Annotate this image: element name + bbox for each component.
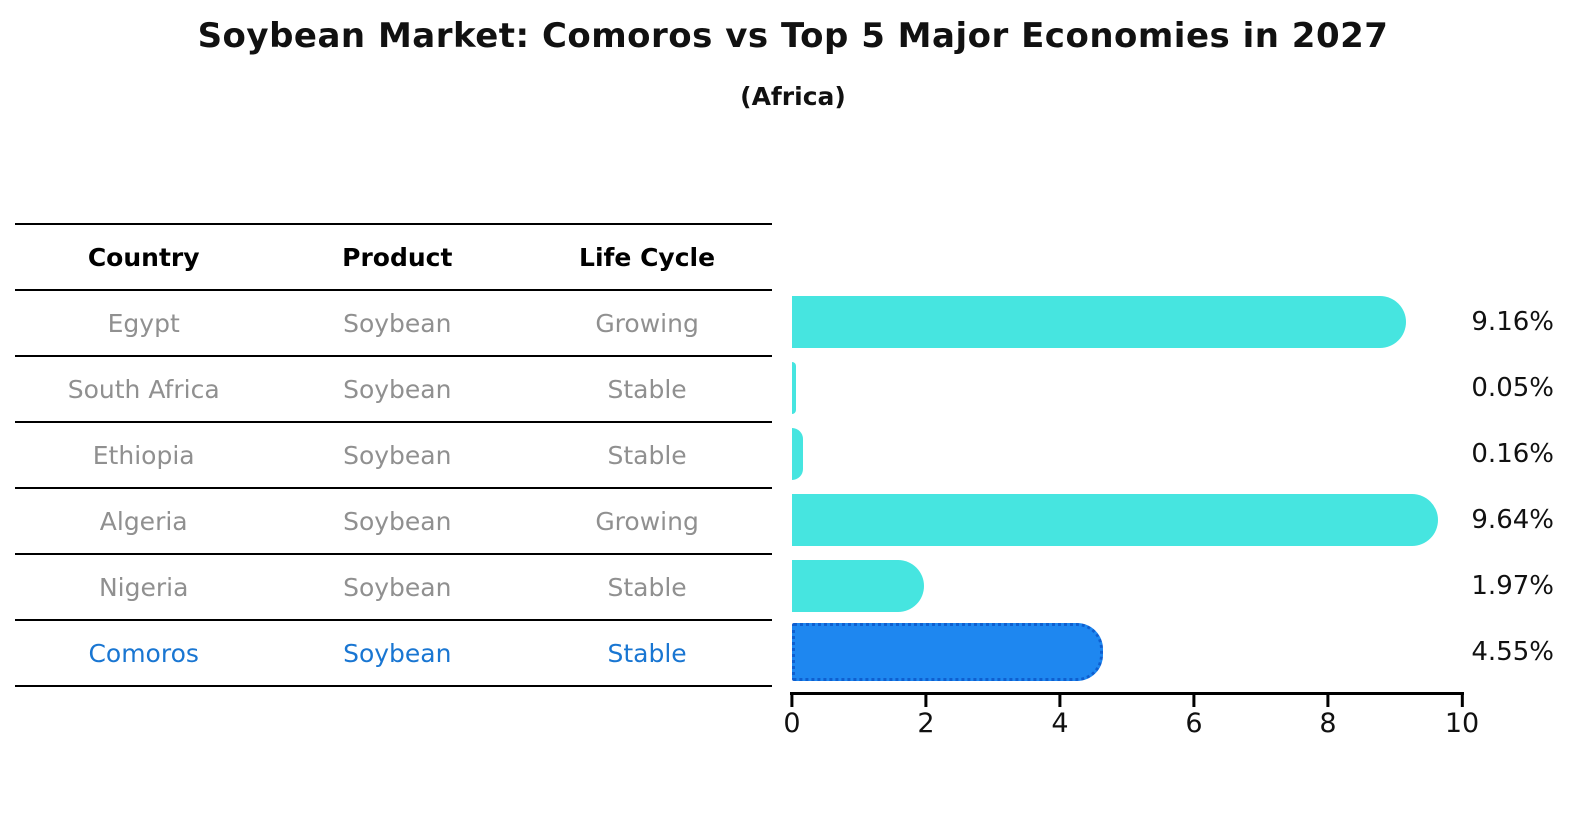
bar-row (792, 289, 1462, 355)
table-header-product: Product (342, 242, 453, 272)
cell-product: Soybean (343, 572, 452, 602)
x-tick-mark (1460, 695, 1464, 707)
chart-subtitle: (Africa) (740, 82, 846, 111)
cell-country: Comoros (88, 638, 199, 668)
bar-row (792, 619, 1462, 685)
cell-life-cycle: Growing (595, 308, 699, 338)
table-header-country: Country (87, 242, 200, 272)
value-label: 1.97% (1471, 571, 1554, 601)
cell-product: Soybean (343, 308, 452, 338)
bar-row (792, 487, 1462, 553)
bar-row (792, 421, 1462, 487)
bar-row (792, 553, 1462, 619)
cell-product: Soybean (343, 506, 452, 536)
x-tick: 10 (1445, 695, 1479, 739)
bar-chart-area (792, 289, 1462, 685)
bar-nigeria (792, 560, 924, 612)
value-label: 0.16% (1471, 439, 1554, 469)
value-label: 9.16% (1471, 307, 1554, 337)
x-tick-label: 2 (917, 708, 935, 739)
table-row-comoros-highlighted: Comoros Soybean Stable (15, 621, 772, 687)
cell-product: Soybean (343, 374, 452, 404)
x-tick: 6 (1185, 695, 1203, 739)
bar-south-africa (792, 362, 796, 414)
bar-row (792, 355, 1462, 421)
chart-title: Soybean Market: Comoros vs Top 5 Major E… (197, 16, 1389, 56)
table-row: Nigeria Soybean Stable (15, 555, 772, 621)
cell-country: Egypt (107, 308, 180, 338)
x-tick-mark (1058, 695, 1062, 707)
x-tick-mark (790, 695, 794, 707)
cell-country: Ethiopia (92, 440, 195, 470)
table-row: South Africa Soybean Stable (15, 357, 772, 423)
x-axis-line (790, 692, 1464, 695)
bar-algeria (792, 494, 1438, 546)
cell-life-cycle: Stable (607, 638, 687, 668)
x-tick: 4 (1051, 695, 1069, 739)
x-tick-label: 0 (783, 708, 801, 739)
cell-country: South Africa (67, 374, 220, 404)
value-label: 0.05% (1471, 373, 1554, 403)
x-tick: 2 (917, 695, 935, 739)
value-label: 9.64% (1471, 505, 1554, 535)
table-row: Egypt Soybean Growing (15, 291, 772, 357)
x-tick-label: 8 (1319, 708, 1337, 739)
x-tick-mark (1192, 695, 1196, 707)
table-header-life-cycle: Life Cycle (579, 242, 716, 272)
value-labels-column: 9.16% 0.05% 0.16% 9.64% 1.97% 4.55% (1462, 289, 1554, 685)
x-tick-label: 10 (1444, 708, 1480, 739)
x-tick-label: 4 (1051, 708, 1069, 739)
country-table: Country Product Life Cycle Egypt Soybean… (15, 223, 772, 687)
x-tick: 8 (1319, 695, 1337, 739)
cell-life-cycle: Growing (595, 506, 699, 536)
cell-country: Algeria (99, 506, 188, 536)
cell-life-cycle: Stable (607, 374, 687, 404)
table-row: Ethiopia Soybean Stable (15, 423, 772, 489)
x-tick-mark (1326, 695, 1330, 707)
cell-country: Nigeria (98, 572, 189, 602)
x-tick-mark (924, 695, 928, 707)
value-label: 4.55% (1471, 637, 1554, 667)
cell-life-cycle: Stable (607, 572, 687, 602)
cell-product: Soybean (343, 440, 452, 470)
bar-ethiopia (792, 428, 803, 480)
table-header-row: Country Product Life Cycle (15, 223, 772, 291)
cell-product: Soybean (343, 638, 452, 668)
table-row: Algeria Soybean Growing (15, 489, 772, 555)
cell-life-cycle: Stable (607, 440, 687, 470)
x-tick: 0 (783, 695, 801, 739)
x-tick-label: 6 (1185, 708, 1203, 739)
bar-egypt (792, 296, 1406, 348)
bar-comoros-highlighted (792, 623, 1103, 681)
x-axis: 0 2 4 6 8 10 (783, 692, 1479, 752)
